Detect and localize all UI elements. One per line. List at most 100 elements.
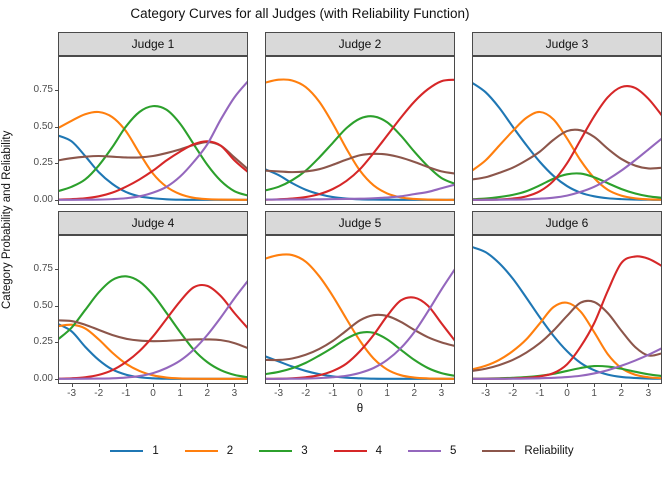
legend-item-4: 4 (333, 445, 382, 457)
panel-plot-judge-3 (472, 56, 662, 205)
legend-label: 5 (450, 445, 457, 457)
x-tick-mark (305, 384, 307, 387)
x-tick-label: 2 (204, 388, 211, 399)
y-tick-mark (55, 163, 58, 165)
x-tick-mark (278, 384, 280, 387)
x-tick-mark (207, 384, 209, 387)
x-tick-mark (414, 384, 416, 387)
x-tick-label: 0 (357, 388, 363, 399)
curve-category-3 (59, 275, 247, 379)
legend-label: 3 (301, 445, 308, 457)
legend: 1 2 3 4 5 Reliability (6, 445, 672, 457)
x-tick-mark (512, 384, 514, 387)
legend-label: 4 (375, 445, 382, 457)
panel-border (265, 235, 455, 384)
curve-category-3 (473, 172, 661, 201)
y-tick-label: 0.00 (33, 373, 53, 384)
curve-reliability (59, 141, 247, 170)
facet-panel-judge-3 (472, 56, 662, 205)
facet-panel-judge-4 (58, 235, 248, 384)
y-axis-title: Category Probability and Reliability (1, 130, 13, 310)
x-tick-label: 2 (411, 388, 418, 399)
curve-category-3 (266, 330, 454, 377)
x-tick-label: -2 (301, 388, 311, 399)
curve-category-5 (473, 347, 661, 380)
curve-category-3 (59, 105, 247, 197)
curve-reliability (266, 313, 454, 362)
facet-strip-judge-1: Judge 1 (58, 32, 248, 56)
facet-panel-judge-1 (58, 56, 248, 205)
x-tick-label: -3 (274, 388, 284, 399)
legend-item-reliability: Reliability (482, 445, 574, 457)
x-tick-mark (125, 384, 127, 387)
facet-strip-judge-3: Judge 3 (472, 32, 662, 56)
legend-line-swatch (110, 449, 144, 453)
curve-category-3 (266, 115, 454, 192)
x-tick-label: 3 (645, 388, 652, 399)
curve-category-5 (59, 80, 247, 201)
curve-reliability (59, 319, 247, 349)
y-tick-label: 0.25 (33, 336, 53, 348)
panel-border (58, 235, 248, 384)
x-tick-mark (621, 384, 623, 387)
x-tick-mark (98, 384, 100, 387)
panel-plot-judge-1 (58, 56, 248, 205)
curve-reliability (266, 152, 454, 175)
facet-strip-judge-4: Judge 4 (58, 211, 248, 235)
curve-category-2 (266, 78, 454, 201)
y-tick-mark (55, 89, 58, 91)
x-tick-mark (648, 384, 650, 387)
curve-reliability (473, 299, 661, 372)
curve-category-2 (473, 110, 661, 201)
legend-item-2: 2 (184, 445, 234, 457)
x-tick-mark (539, 384, 541, 387)
panel-border (472, 235, 662, 384)
legend-item-1: 1 (110, 445, 159, 457)
facet-panel-judge-2 (265, 56, 455, 205)
y-tick-label: 0.25 (33, 157, 53, 169)
panel-border (265, 56, 455, 205)
curve-category-4 (59, 140, 247, 201)
y-tick-mark (55, 305, 58, 307)
x-tick-label: 1 (177, 388, 183, 399)
x-tick-mark (387, 384, 389, 387)
facet-panel-judge-6 (472, 235, 662, 384)
legend-label: Reliability (524, 445, 574, 457)
x-tick-mark (594, 384, 596, 387)
curve-category-2 (59, 110, 247, 201)
panel-border (58, 56, 248, 205)
curve-category-1 (266, 168, 454, 201)
facet-strip-judge-6: Judge 6 (472, 211, 662, 235)
curve-category-4 (59, 283, 247, 380)
legend-line-swatch (184, 449, 218, 453)
legend-line-swatch (333, 449, 367, 453)
facet-strip-label: Judge 4 (131, 216, 175, 230)
y-tick-mark (55, 268, 58, 270)
x-tick-mark (567, 384, 568, 387)
facet-strip-label: Judge 3 (545, 37, 589, 51)
curve-category-5 (266, 183, 454, 201)
chart-title: Category Curves for all Judges (with Rel… (130, 6, 470, 21)
legend-label: 1 (152, 445, 159, 457)
x-tick-label: -1 (535, 388, 545, 399)
curve-category-2 (266, 253, 454, 380)
legend-item-3: 3 (259, 445, 308, 457)
legend-label: 2 (226, 445, 234, 457)
y-tick-mark (55, 126, 58, 128)
x-tick-mark (234, 384, 236, 387)
facet-strip-label: Judge 6 (545, 216, 589, 230)
panel-plot-judge-5 (265, 235, 455, 384)
panel-border (472, 56, 662, 205)
facet-strip-label: Judge 5 (338, 216, 382, 230)
x-tick-label: -2 (508, 388, 518, 399)
y-tick-mark (55, 200, 58, 201)
facet-strip-label: Judge 2 (338, 37, 382, 51)
y-tick-label: 0.75 (33, 83, 53, 95)
x-tick-label: 2 (618, 388, 625, 399)
legend-item-5: 5 (408, 445, 456, 457)
facet-strip-judge-5: Judge 5 (265, 211, 455, 235)
y-tick-label: 0.75 (33, 262, 53, 274)
x-tick-label: 0 (564, 388, 570, 399)
x-tick-label: 3 (231, 388, 238, 399)
